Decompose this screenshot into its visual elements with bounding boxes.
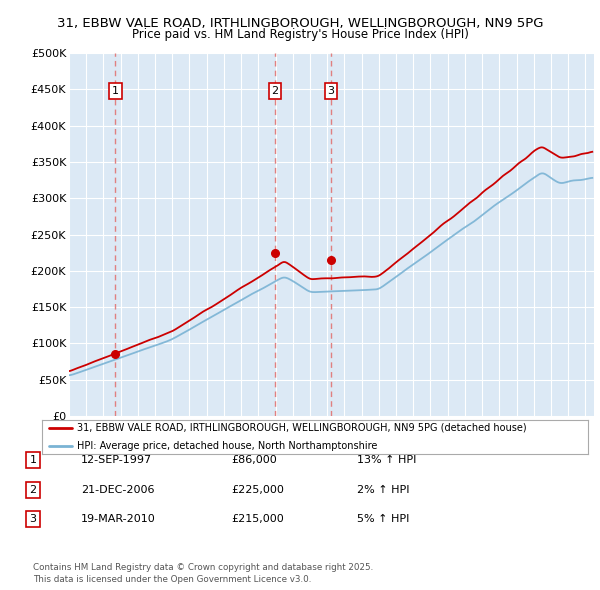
Text: 19-MAR-2010: 19-MAR-2010 — [81, 514, 156, 524]
Text: 3: 3 — [29, 514, 37, 524]
Text: 2: 2 — [29, 485, 37, 494]
Text: 31, EBBW VALE ROAD, IRTHLINGBOROUGH, WELLINGBOROUGH, NN9 5PG (detached house): 31, EBBW VALE ROAD, IRTHLINGBOROUGH, WEL… — [77, 422, 527, 432]
Text: 21-DEC-2006: 21-DEC-2006 — [81, 485, 155, 494]
Text: £215,000: £215,000 — [231, 514, 284, 524]
Text: £86,000: £86,000 — [231, 455, 277, 465]
Text: 31, EBBW VALE ROAD, IRTHLINGBOROUGH, WELLINGBOROUGH, NN9 5PG: 31, EBBW VALE ROAD, IRTHLINGBOROUGH, WEL… — [57, 17, 543, 30]
Text: 1: 1 — [29, 455, 37, 465]
Text: 13% ↑ HPI: 13% ↑ HPI — [357, 455, 416, 465]
Text: 3: 3 — [328, 86, 334, 96]
Text: HPI: Average price, detached house, North Northamptonshire: HPI: Average price, detached house, Nort… — [77, 441, 378, 451]
Text: 2% ↑ HPI: 2% ↑ HPI — [357, 485, 409, 494]
Text: 1: 1 — [112, 86, 119, 96]
Text: Contains HM Land Registry data © Crown copyright and database right 2025.
This d: Contains HM Land Registry data © Crown c… — [33, 563, 373, 584]
Text: 5% ↑ HPI: 5% ↑ HPI — [357, 514, 409, 524]
Text: 2: 2 — [271, 86, 278, 96]
Text: 12-SEP-1997: 12-SEP-1997 — [81, 455, 152, 465]
Text: Price paid vs. HM Land Registry's House Price Index (HPI): Price paid vs. HM Land Registry's House … — [131, 28, 469, 41]
Text: £225,000: £225,000 — [231, 485, 284, 494]
